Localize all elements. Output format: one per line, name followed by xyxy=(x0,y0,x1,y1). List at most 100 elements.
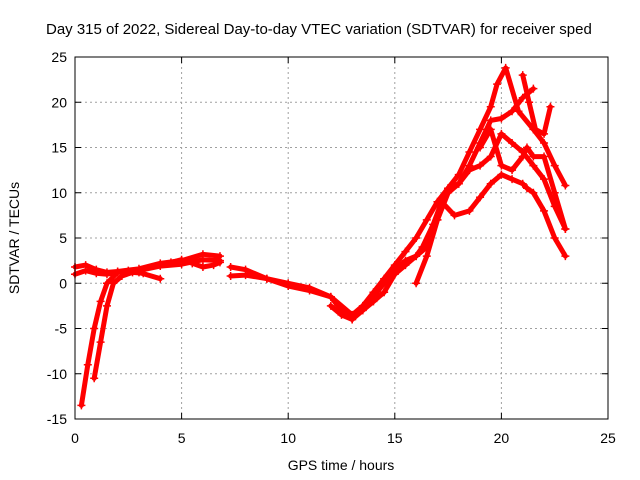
data-point xyxy=(418,243,427,252)
data-point xyxy=(518,93,527,102)
data-point xyxy=(486,152,495,161)
data-point xyxy=(326,301,335,310)
data-point xyxy=(465,166,474,175)
data-point xyxy=(529,188,538,197)
data-point xyxy=(262,274,271,283)
data-point xyxy=(522,184,531,193)
data-point xyxy=(540,175,549,184)
data-point xyxy=(96,338,105,347)
data-point xyxy=(226,272,235,281)
gridlines xyxy=(75,57,608,419)
data-point xyxy=(369,297,378,306)
data-series xyxy=(71,63,570,410)
data-point xyxy=(518,152,527,161)
series-track-5 xyxy=(166,255,224,271)
data-point xyxy=(561,181,570,190)
data-point xyxy=(401,247,410,256)
data-point xyxy=(529,84,538,93)
y-tick-label: -15 xyxy=(47,411,67,427)
data-point xyxy=(422,252,431,261)
data-point xyxy=(337,310,346,319)
data-point xyxy=(102,301,111,310)
data-point xyxy=(450,211,459,220)
plot-frame xyxy=(74,56,609,420)
x-tick-label: 20 xyxy=(494,430,510,446)
data-point xyxy=(117,272,126,281)
y-tick-label: 15 xyxy=(51,140,67,156)
data-point xyxy=(348,315,357,324)
data-point xyxy=(508,138,517,147)
data-point xyxy=(433,215,442,224)
series-track-3 xyxy=(77,266,165,410)
data-point xyxy=(412,234,421,242)
data-point xyxy=(531,125,540,134)
data-point xyxy=(96,297,105,306)
data-point xyxy=(508,175,517,184)
data-point xyxy=(166,258,175,267)
data-point xyxy=(83,360,92,369)
y-axis-label: SDTVAR / TECUs xyxy=(6,182,22,294)
data-point xyxy=(412,279,421,288)
data-point xyxy=(156,274,165,283)
series-track-11 xyxy=(518,71,555,138)
data-point xyxy=(198,262,207,271)
data-point xyxy=(508,107,517,116)
data-point xyxy=(493,80,502,89)
y-tick-label: 0 xyxy=(59,275,67,291)
series-track-8 xyxy=(326,170,570,324)
data-point xyxy=(550,188,559,197)
data-point xyxy=(102,270,111,279)
x-tick-label: 10 xyxy=(280,430,296,446)
data-point xyxy=(561,252,570,261)
data-point xyxy=(518,179,527,188)
y-tick-label: -10 xyxy=(47,366,67,382)
chart-title: Day 315 of 2022, Sidereal Day-to-day VTE… xyxy=(46,21,592,38)
data-point xyxy=(401,261,410,270)
data-point xyxy=(422,215,431,224)
y-tick-label: 20 xyxy=(51,94,67,110)
data-point xyxy=(497,129,506,138)
series-track-10 xyxy=(476,125,570,233)
series-track-4 xyxy=(90,268,148,383)
y-tick-label: -5 xyxy=(55,321,68,337)
series-track-7 xyxy=(226,84,538,319)
data-point xyxy=(497,161,506,170)
x-axis-label: GPS time / hours xyxy=(288,457,395,473)
data-point xyxy=(476,143,485,152)
data-point xyxy=(476,193,485,202)
data-point xyxy=(486,179,495,188)
data-point xyxy=(540,206,549,215)
x-tick-label: 5 xyxy=(178,430,186,446)
x-tick-label: 0 xyxy=(71,430,79,446)
data-point xyxy=(305,286,314,295)
data-point xyxy=(358,306,367,315)
series-line xyxy=(477,126,568,232)
data-point xyxy=(529,152,538,161)
data-point xyxy=(540,129,549,138)
data-point xyxy=(454,179,463,188)
data-point xyxy=(486,125,495,134)
data-point xyxy=(209,261,218,270)
data-point xyxy=(90,374,99,383)
data-point xyxy=(177,255,186,264)
data-point xyxy=(326,292,335,301)
series-line xyxy=(91,269,146,381)
x-tick-label: 25 xyxy=(600,430,616,446)
data-point xyxy=(215,258,224,267)
data-point xyxy=(380,288,389,297)
data-point xyxy=(156,262,165,271)
data-point xyxy=(198,255,207,264)
data-point xyxy=(188,259,197,268)
data-point xyxy=(540,152,549,161)
data-point xyxy=(226,262,235,271)
data-point xyxy=(109,279,118,288)
data-point xyxy=(444,188,453,197)
y-tick-label: 10 xyxy=(51,185,67,201)
data-point xyxy=(90,324,99,333)
data-point xyxy=(81,266,90,275)
data-point xyxy=(128,268,137,277)
data-point xyxy=(465,148,474,157)
data-point xyxy=(241,271,250,280)
data-point xyxy=(412,252,421,261)
